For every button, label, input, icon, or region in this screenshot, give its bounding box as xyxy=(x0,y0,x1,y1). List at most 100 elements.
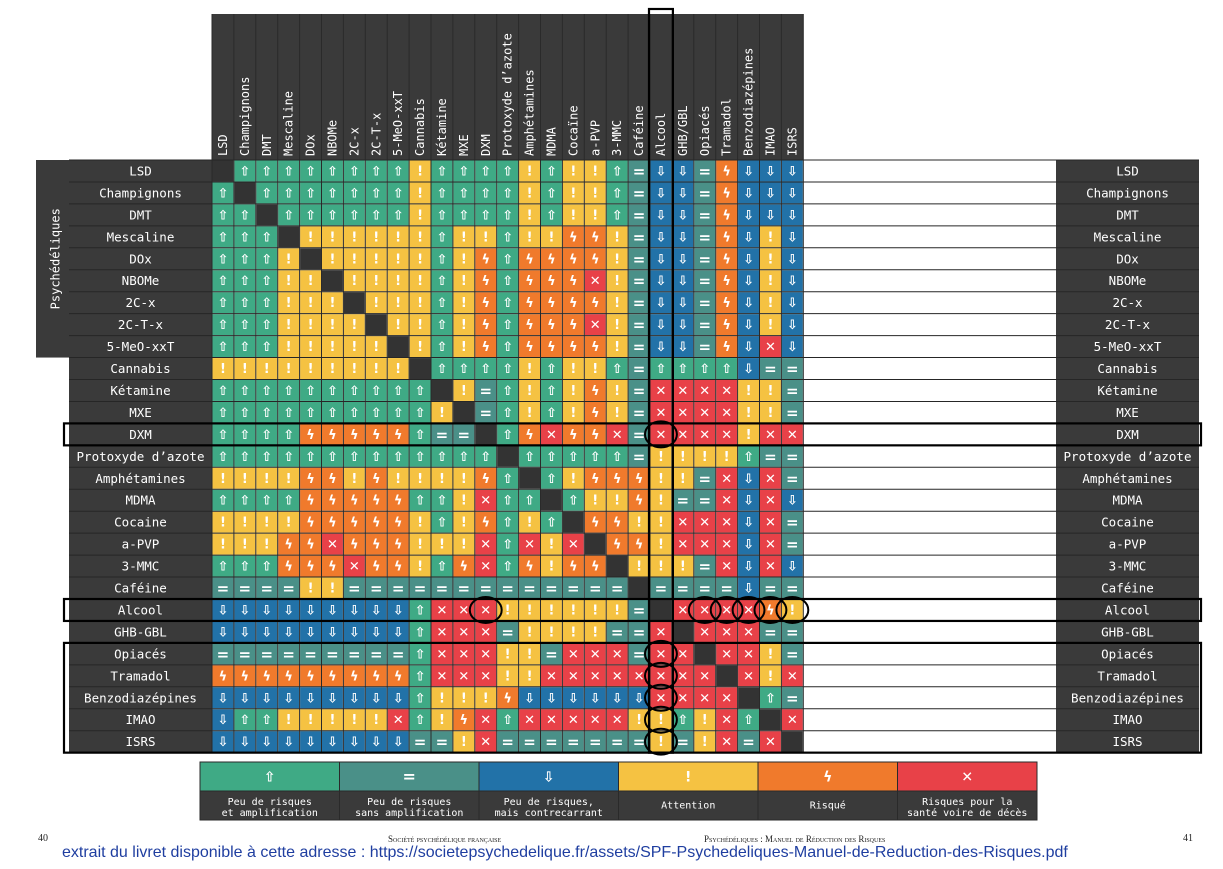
cell-symbol-u: ⇧ xyxy=(502,560,513,575)
cell-champignons-ketamine xyxy=(431,182,453,204)
cell-a-pvp-a-pvp xyxy=(584,533,606,555)
cell-cocaine-imao xyxy=(760,511,781,533)
cell-dxm-nbome xyxy=(322,423,343,445)
column-header-protoxyde-d-azote: Protoxyde d’azote xyxy=(501,33,515,156)
cell-symbol-r: ϟ xyxy=(591,472,600,487)
cell-protoxyde-d-azote-dmt xyxy=(256,445,278,467)
cell-amphetamines-2c-x xyxy=(343,467,365,489)
cell-symbol-x: ✕ xyxy=(436,647,447,662)
cell-symbol-e: = xyxy=(545,645,558,663)
cell-cafeine-benzodiazepines xyxy=(738,577,759,599)
cell-symbol-u: ⇧ xyxy=(261,186,272,201)
cell-isrs-cafeine xyxy=(628,731,650,753)
cell-protoxyde-d-azote-mdma xyxy=(541,445,562,467)
cell-tramadol-dox xyxy=(300,665,321,687)
row-label-left-ketamine: Kétamine xyxy=(110,383,170,398)
cell-symbol-d: ⇩ xyxy=(261,735,272,750)
cell-nbome-alcool xyxy=(650,270,672,292)
cell-symbol-r: ϟ xyxy=(328,669,337,684)
cell-symbol-d: ⇩ xyxy=(393,625,404,640)
circle-mark xyxy=(644,683,678,712)
cell-symbol-x: ✕ xyxy=(655,406,666,421)
cell-symbol-d: ⇩ xyxy=(327,691,338,706)
column-header-alcool: Alcool xyxy=(654,113,668,156)
cell-symbol-u: ⇧ xyxy=(349,164,360,179)
cell-symbol-x: ✕ xyxy=(612,713,623,728)
cell-amphetamines-imao xyxy=(760,467,781,489)
cell-mescaline-ketamine xyxy=(431,226,453,248)
cell-symbol-e: = xyxy=(589,733,602,751)
cell-tramadol-mdma xyxy=(541,665,562,687)
cell-amphetamines-dxm xyxy=(475,467,497,489)
cell-protoxyde-d-azote-a-pvp xyxy=(584,445,606,467)
cell-symbol-a: ! xyxy=(264,472,270,487)
cell-5-meo-xxt-cafeine xyxy=(628,336,650,358)
cell-symbol-a: ! xyxy=(351,252,357,267)
cell-mdma-ketamine xyxy=(431,489,453,511)
cell-isrs-tramadol xyxy=(716,731,738,753)
cell-symbol-a: ! xyxy=(527,208,533,223)
cell-symbol-d: ⇩ xyxy=(655,230,666,245)
cell-tramadol-tramadol xyxy=(716,665,738,687)
cell-benzodiazepines-ghb-gbl xyxy=(672,687,694,709)
cell-cannabis-alcool xyxy=(650,358,672,379)
cell-symbol-d: ⇩ xyxy=(590,691,601,706)
cell-symbol-u: ⇧ xyxy=(677,362,688,377)
cell-symbol-u: ⇧ xyxy=(239,384,250,399)
cell-3-mmc-nbome xyxy=(322,555,343,577)
cell-symbol-d: ⇩ xyxy=(787,560,798,575)
cell-dxm-protoxyde-d-azote xyxy=(497,423,519,445)
cell-2c-x-protoxyde-d-azote xyxy=(497,292,519,314)
cell-symbol-r: ϟ xyxy=(306,560,315,575)
cell-a-pvp-ketamine xyxy=(431,533,453,555)
cell-symbol-a: ! xyxy=(286,318,292,333)
cell-symbol-d: ⇩ xyxy=(349,735,360,750)
cell-symbol-d: ⇩ xyxy=(371,603,382,618)
cell-symbol-x: ✕ xyxy=(327,538,338,553)
cell-cocaine-dox xyxy=(300,511,321,533)
cell-3-mmc-ketamine xyxy=(431,555,453,577)
cell-cafeine-protoxyde-d-azote xyxy=(497,577,519,599)
cell-dox-dox xyxy=(300,248,321,270)
cell-symbol-x: ✕ xyxy=(480,560,491,575)
cell-a-pvp-protoxyde-d-azote xyxy=(497,533,519,555)
cell-mdma-isrs xyxy=(781,489,803,511)
cell-2c-t-x-lsd xyxy=(212,314,234,336)
cell-mescaline-benzodiazepines xyxy=(738,226,759,248)
cell-2c-x-dox xyxy=(300,292,321,314)
cell-isrs-benzodiazepines xyxy=(738,731,759,753)
cell-symbol-a: ! xyxy=(308,713,314,728)
cell-alcool-cafeine xyxy=(628,599,650,621)
cell-symbol-e: = xyxy=(348,645,361,663)
cell-mescaline-cocaine xyxy=(562,226,584,248)
cell-dox-dmt xyxy=(256,248,278,270)
cell-symbol-a: ! xyxy=(527,164,533,179)
cell-symbol-d: ⇩ xyxy=(677,340,688,355)
cell-symbol-x: ✕ xyxy=(612,647,623,662)
cell-ghb-gbl-alcool xyxy=(650,621,672,643)
cell-benzodiazepines-dox xyxy=(300,687,321,709)
cell-symbol-a: ! xyxy=(351,318,357,333)
cell-symbol-u: ⇧ xyxy=(524,450,535,465)
cell-ghb-gbl-dxm xyxy=(475,621,497,643)
column-header-ketamine: Kétamine xyxy=(435,98,449,156)
cell-a-pvp-opiaces xyxy=(694,533,716,555)
cell-ketamine-2c-x xyxy=(343,380,365,401)
cell-ketamine-dox xyxy=(300,380,321,401)
cell-symbol-r: ϟ xyxy=(569,318,578,333)
cell-protoxyde-d-azote-5-meo-xxt xyxy=(387,445,409,467)
cell-tramadol-imao xyxy=(760,665,781,687)
cell-lsd-imao xyxy=(760,160,781,182)
row-label-left-benzodiazepines: Benzodiazépines xyxy=(84,690,197,705)
cell-symbol-u: ⇧ xyxy=(261,406,272,421)
cell-symbol-x: ✕ xyxy=(743,647,754,662)
cell-champignons-5-meo-xxt xyxy=(387,182,409,204)
cell-symbol-d: ⇩ xyxy=(743,582,754,597)
cell-symbol-r: ϟ xyxy=(328,560,337,575)
cell-cannabis-isrs xyxy=(781,358,803,379)
cell-mxe-nbome xyxy=(322,401,343,423)
cell-dxm-3-mmc xyxy=(606,423,628,445)
cell-symbol-x: ✕ xyxy=(568,538,579,553)
cell-alcool-dmt xyxy=(256,599,278,621)
cell-symbol-a: ! xyxy=(286,274,292,289)
